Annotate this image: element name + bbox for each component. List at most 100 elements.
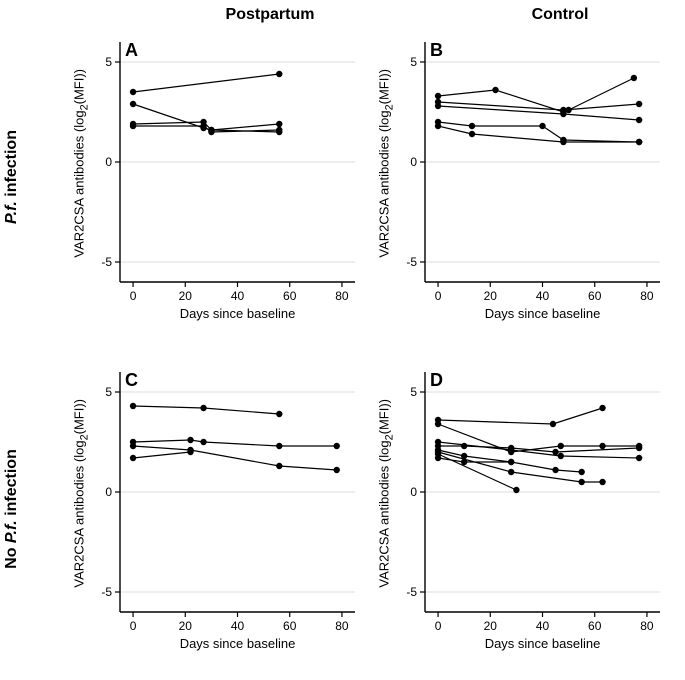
data-point xyxy=(560,139,566,145)
y-tick-label: 0 xyxy=(105,155,112,169)
y-tick-label: 5 xyxy=(105,385,112,399)
x-tick-label: 20 xyxy=(179,289,193,303)
panel-letter: D xyxy=(430,370,443,390)
data-point xyxy=(200,123,206,129)
data-point xyxy=(276,411,282,417)
data-point xyxy=(558,453,564,459)
data-point xyxy=(636,445,642,451)
data-point xyxy=(334,467,340,473)
data-point xyxy=(492,87,498,93)
panel-letter: C xyxy=(125,370,138,390)
series-line xyxy=(133,440,337,446)
series-line xyxy=(438,408,603,424)
series-line xyxy=(438,126,639,142)
y-axis-label: VAR2CSA antibodies (log2(MFI)) xyxy=(377,383,396,603)
data-point xyxy=(461,443,467,449)
y-tick-label: -5 xyxy=(101,585,112,599)
x-axis-label: Days since baseline xyxy=(425,636,660,651)
panel-D: 020406080-505DVAR2CSA antibodies (log2(M… xyxy=(380,362,670,662)
data-point xyxy=(435,93,441,99)
data-point xyxy=(552,449,558,455)
y-tick-label: 0 xyxy=(410,155,417,169)
data-point xyxy=(130,89,136,95)
panel-C: 020406080-505CVAR2CSA antibodies (log2(M… xyxy=(75,362,365,662)
y-tick-label: 0 xyxy=(410,485,417,499)
data-point xyxy=(130,101,136,107)
data-point xyxy=(508,459,514,465)
panel-letter: B xyxy=(430,40,443,60)
data-point xyxy=(631,75,637,81)
x-tick-label: 60 xyxy=(588,619,602,633)
x-tick-label: 60 xyxy=(283,289,297,303)
data-point xyxy=(130,455,136,461)
data-point xyxy=(276,71,282,77)
data-point xyxy=(578,469,584,475)
data-point xyxy=(560,111,566,117)
row-header: No P.f. infection xyxy=(3,439,21,579)
data-point xyxy=(513,487,519,493)
x-tick-label: 0 xyxy=(130,619,137,633)
x-tick-label: 40 xyxy=(536,619,550,633)
y-axis-label: VAR2CSA antibodies (log2(MFI)) xyxy=(377,53,396,273)
data-point xyxy=(508,445,514,451)
data-point xyxy=(636,139,642,145)
x-tick-label: 60 xyxy=(283,619,297,633)
x-axis-label: Days since baseline xyxy=(425,306,660,321)
series-line xyxy=(438,122,639,142)
x-tick-label: 60 xyxy=(588,289,602,303)
y-tick-label: -5 xyxy=(406,585,417,599)
panel-svg: 020406080-505D xyxy=(380,362,670,662)
data-point xyxy=(276,463,282,469)
data-point xyxy=(469,131,475,137)
x-tick-label: 40 xyxy=(231,619,245,633)
data-point xyxy=(558,443,564,449)
column-header: Postpartum xyxy=(195,6,345,24)
data-point xyxy=(276,127,282,133)
data-point xyxy=(334,443,340,449)
data-point xyxy=(599,443,605,449)
y-tick-label: -5 xyxy=(406,255,417,269)
x-tick-label: 0 xyxy=(435,289,442,303)
x-tick-label: 40 xyxy=(231,289,245,303)
y-tick-label: -5 xyxy=(101,255,112,269)
row-header: P.f. infection xyxy=(3,107,21,247)
y-tick-label: 5 xyxy=(410,385,417,399)
panel-svg: 0 20 40 60 80 -5 0 5A xyxy=(75,32,365,332)
data-point xyxy=(208,129,214,135)
data-point xyxy=(435,103,441,109)
series-line xyxy=(133,452,190,458)
data-point xyxy=(469,123,475,129)
x-tick-label: 20 xyxy=(179,619,193,633)
panel-letter: A xyxy=(125,40,138,60)
data-point xyxy=(461,459,467,465)
data-point xyxy=(578,479,584,485)
data-point xyxy=(187,437,193,443)
x-tick-label: 0 xyxy=(130,289,137,303)
data-point xyxy=(435,421,441,427)
y-tick-label: 5 xyxy=(410,55,417,69)
y-axis-label: VAR2CSA antibodies (log2(MFI)) xyxy=(72,383,91,603)
data-point xyxy=(435,455,441,461)
data-point xyxy=(539,123,545,129)
panel-A: 020406080-505AVAR2CSA antibodies (log2(M… xyxy=(75,32,365,332)
data-point xyxy=(599,479,605,485)
data-point xyxy=(636,101,642,107)
x-tick-label: 80 xyxy=(335,619,349,633)
data-point xyxy=(200,439,206,445)
x-tick-label: 0 xyxy=(435,619,442,633)
x-tick-label: 80 xyxy=(335,289,349,303)
data-point xyxy=(276,121,282,127)
data-point xyxy=(187,449,193,455)
data-point xyxy=(508,469,514,475)
series-line xyxy=(133,446,337,470)
column-header: Control xyxy=(500,6,620,24)
data-point xyxy=(435,123,441,129)
data-point xyxy=(636,455,642,461)
y-tick-label: 5 xyxy=(105,55,112,69)
data-point xyxy=(130,403,136,409)
data-point xyxy=(200,405,206,411)
panel-B: 020406080-505BVAR2CSA antibodies (log2(M… xyxy=(380,32,670,332)
series-line xyxy=(438,424,639,452)
data-point xyxy=(130,443,136,449)
x-tick-label: 20 xyxy=(484,289,498,303)
